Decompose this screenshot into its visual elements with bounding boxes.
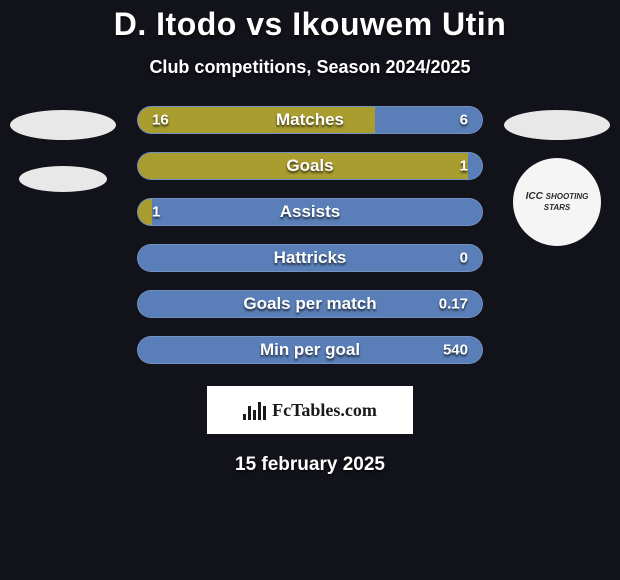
date-label: 15 february 2025 — [0, 454, 620, 476]
bar-label: Matches — [138, 110, 482, 130]
bar-label: Goals — [138, 156, 482, 176]
bar-right-value: 0.17 — [439, 296, 468, 313]
vs-separator: vs — [246, 6, 283, 42]
right-badges: ICC SHOOTING STARS — [501, 106, 613, 246]
brand-bars-icon — [243, 400, 266, 420]
bar-right-value: 6 — [460, 112, 468, 129]
badge-line2: SHOOTING — [546, 192, 589, 201]
stat-bar: 540Min per goal — [137, 336, 483, 364]
bar-label: Goals per match — [138, 294, 482, 314]
bar-left-value: 16 — [152, 112, 169, 129]
player2-name: Ikouwem Utin — [292, 6, 506, 42]
bar-left-value: 1 — [152, 204, 160, 221]
badge-line3: STARS — [544, 203, 571, 212]
player1-club-badge-1 — [10, 110, 116, 140]
player1-name: D. Itodo — [114, 6, 237, 42]
player2-club-badge-2: ICC SHOOTING STARS — [513, 158, 601, 246]
bar-right-value: 540 — [443, 342, 468, 359]
brand-badge: FcTables.com — [207, 386, 413, 434]
bar-right-value: 0 — [460, 250, 468, 267]
bar-label: Min per goal — [138, 340, 482, 360]
subtitle: Club competitions, Season 2024/2025 — [0, 57, 620, 78]
stat-bar: 0Hattricks — [137, 244, 483, 272]
content-row: 166Matches1Goals1Assists0Hattricks0.17Go… — [0, 106, 620, 364]
main-title: D. Itodo vs Ikouwem Utin — [0, 6, 620, 43]
bar-right-value: 1 — [460, 158, 468, 175]
stat-bar: 16 6Matches — [137, 106, 483, 134]
stat-bar: 0.17Goals per match — [137, 290, 483, 318]
brand-text: FcTables.com — [272, 400, 377, 421]
stat-bar: 1Assists — [137, 198, 483, 226]
comparison-card: D. Itodo vs Ikouwem Utin Club competitio… — [0, 0, 620, 476]
left-badges — [7, 106, 119, 192]
bar-label: Assists — [138, 202, 482, 222]
player1-club-badge-2 — [19, 166, 107, 192]
bar-label: Hattricks — [138, 248, 482, 268]
stat-bar: 1Goals — [137, 152, 483, 180]
badge-line1: ICC — [526, 191, 543, 202]
stat-bars: 166Matches1Goals1Assists0Hattricks0.17Go… — [137, 106, 483, 364]
player2-club-badge-1 — [504, 110, 610, 140]
